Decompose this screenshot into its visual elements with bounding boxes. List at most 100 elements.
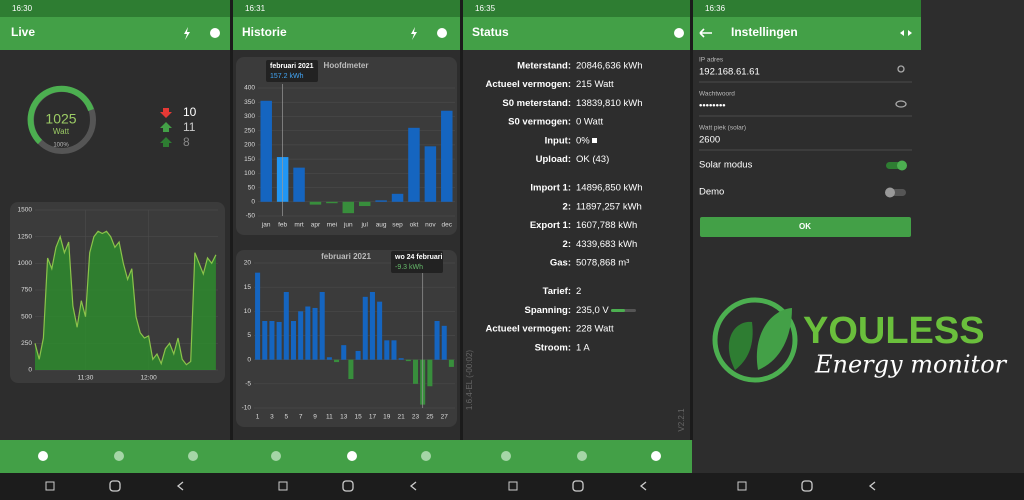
status-rows: Meterstand: 20846,636 kWh Actueel vermogen… [485,61,642,354]
status-label: Actueel vermogen: [485,79,571,90]
bar [348,359,354,379]
ok-label[interactable]: OK [799,222,811,231]
bar [358,201,371,207]
field-label: Wachtwoord [699,91,735,98]
bar [298,311,304,360]
recent-apps[interactable] [278,481,288,491]
divider [230,0,233,440]
tab-icon[interactable] [651,451,661,461]
bar [341,345,347,360]
recent-apps[interactable] [45,481,55,491]
bar [326,201,338,204]
y-tick-label: 50 [248,184,256,191]
counter: 11 [183,120,196,134]
down-arrow [160,108,172,118]
connect-icon[interactable] [900,30,912,36]
back[interactable] [868,481,876,491]
home[interactable] [342,480,354,492]
app-title: Instellingen [731,25,798,39]
status-label: Stroom: [535,342,571,353]
status-value: 5078,868 m³ [576,258,629,269]
toggle-knob[interactable] [897,160,907,171]
logo-tagline: Energy monitor [814,351,1008,379]
bar [441,110,453,202]
bar [305,306,311,360]
status-label: Export 1: [530,220,571,231]
divider [460,0,463,440]
x-tick-label: 9 [313,414,317,421]
tab-icon[interactable] [501,451,511,461]
status-label: Upload: [536,154,571,165]
app-title: Live [11,25,35,39]
tab-icon[interactable] [421,451,431,461]
x-tick-label: 21 [398,414,406,421]
ok-button[interactable] [700,217,911,237]
bar [398,358,404,360]
area [35,231,216,370]
bar [290,321,296,360]
toggle-label: Demo [699,187,724,198]
search-icon[interactable] [897,65,905,73]
tab-icon[interactable] [347,451,357,461]
back[interactable] [409,481,417,491]
bar [369,292,375,360]
back-icon[interactable] [699,28,712,38]
y-tick-label: 20 [244,260,252,267]
settings-icon[interactable] [437,28,447,38]
bar [362,296,368,360]
y-tick-label: 200 [244,142,255,149]
x-tick-label: mei [327,222,337,229]
bar [375,200,387,202]
toggle-knob[interactable] [885,187,895,198]
tab-icon[interactable] [188,451,198,461]
back[interactable] [639,481,647,491]
status-value: 20846,636 kWh [576,61,643,72]
x-tick-label: 27 [441,414,449,421]
x-tick-label: 11 [326,414,333,421]
y-tick-label: 1000 [18,260,33,267]
field-value: 192.168.61.61 [699,67,760,78]
y-tick-label: 5 [247,332,251,339]
up-arrow [160,137,172,147]
status-value: 1 A [576,342,590,353]
tab-icon[interactable] [38,451,48,461]
tooltip-value: -9.3 kWh [395,264,423,271]
status-value: 235,0 V [576,305,609,316]
bar [441,325,447,360]
status-value: 228 Watt [576,324,614,335]
recent-apps[interactable] [737,481,747,491]
chart-title: februari 2021 [321,252,371,261]
show-password-icon[interactable] [895,100,907,108]
status-value: 4339,683 kWh [576,239,637,250]
status-value: 11897,257 kWh [576,201,642,212]
home[interactable] [572,480,584,492]
voltage-level [611,309,625,312]
top-bars [0,0,921,440]
status-label: Meterstand: [517,61,571,72]
status-label: Tarief: [543,286,571,297]
x-tick-label: feb [278,222,287,229]
app-bar [0,17,692,50]
y-tick-label: 500 [21,313,32,320]
home[interactable] [109,480,121,492]
recent-apps[interactable] [508,481,518,491]
tab-icon[interactable] [577,451,587,461]
tab-icon[interactable] [114,451,124,461]
home[interactable] [801,480,813,492]
x-tick-label: 1 [256,414,260,421]
app-bar [692,17,921,50]
bar [424,146,437,202]
settings-form: IP adres 192.168.61.61 Wachtwoord •••••••• W… [699,57,912,198]
counter: 10 [183,105,197,119]
power-icon[interactable] [411,27,417,40]
power-icon[interactable] [184,27,190,40]
back[interactable] [176,481,184,491]
tab-icon[interactable] [271,451,281,461]
settings-icon[interactable] [210,28,220,38]
status-label: Gas: [550,258,571,269]
bar [391,340,397,360]
y-tick-label: 250 [21,340,32,347]
input-indicator [592,138,597,143]
settings-icon[interactable] [674,28,684,38]
bar [391,193,404,202]
